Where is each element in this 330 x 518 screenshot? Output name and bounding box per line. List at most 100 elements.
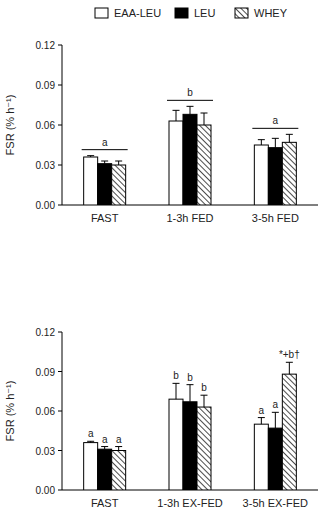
- bar: [183, 114, 197, 205]
- error-bar: [258, 418, 265, 425]
- y-tick: [58, 205, 62, 206]
- category-label: FAST: [91, 212, 119, 224]
- y-tick-label: 0.09: [36, 80, 56, 91]
- error-cap: [101, 161, 108, 162]
- error-cap: [173, 383, 180, 384]
- error-stem: [275, 412, 276, 428]
- error-cap: [286, 362, 293, 363]
- annotation: a: [259, 405, 265, 416]
- group-line: [82, 149, 128, 150]
- y-tick-label: 0.12: [36, 40, 56, 51]
- bar: [254, 145, 268, 205]
- category-label: 3-5h FED: [252, 212, 299, 224]
- y-tick-label: 0.09: [36, 367, 56, 378]
- bar: [84, 443, 98, 490]
- error-stem: [190, 385, 191, 402]
- error-cap: [87, 155, 94, 156]
- legend-label: WHEY: [254, 7, 288, 19]
- bar: [84, 157, 98, 205]
- error-cap: [286, 134, 293, 135]
- error-bar: [258, 140, 265, 145]
- error-cap: [173, 110, 180, 111]
- error-stem: [289, 362, 290, 374]
- error-stem: [275, 138, 276, 147]
- category-label: FAST: [91, 497, 119, 509]
- legend-swatch: [175, 8, 188, 18]
- error-cap: [258, 139, 265, 140]
- bar: [197, 125, 211, 205]
- error-bar: [286, 362, 293, 374]
- error-stem: [190, 106, 191, 114]
- annotation: b: [187, 87, 193, 98]
- bar: [183, 402, 197, 490]
- bar: [169, 121, 183, 205]
- error-bar: [87, 441, 94, 442]
- legend-label: LEU: [194, 7, 215, 19]
- y-tick-label: 0.06: [36, 406, 56, 417]
- annotation: a: [102, 137, 108, 148]
- annotation: *+b†: [279, 349, 300, 360]
- bar: [98, 164, 112, 205]
- y-tick-label: 0.03: [36, 160, 56, 171]
- y-tick: [58, 165, 62, 166]
- y-tick: [58, 411, 62, 412]
- bar: [169, 399, 183, 490]
- error-stem: [118, 447, 119, 451]
- y-tick-label: 0.06: [36, 120, 56, 131]
- bars: [84, 106, 297, 205]
- category-label: 1-3h FED: [166, 212, 213, 224]
- error-stem: [118, 161, 119, 165]
- legend-swatch: [235, 8, 248, 18]
- y-tick: [58, 45, 62, 46]
- y-tick: [58, 490, 62, 491]
- chart: 0.00 0.03 0.06 0.09 0.12 FSR (% h⁻¹) FAST 1-3h …: [0, 0, 330, 518]
- y-tick-label: 0.00: [36, 200, 56, 211]
- annotation: a: [273, 399, 279, 410]
- error-bar: [201, 395, 208, 407]
- error-bar: [115, 161, 122, 165]
- error-cap: [272, 138, 279, 139]
- y-tick: [58, 85, 62, 86]
- error-stem: [289, 134, 290, 142]
- category-label: 3-5h EX-FED: [243, 497, 308, 509]
- annotation: a: [102, 434, 108, 445]
- error-bar: [187, 385, 194, 402]
- error-cap: [187, 384, 194, 385]
- bar: [197, 407, 211, 490]
- y-tick: [58, 450, 62, 451]
- error-bar: [101, 161, 108, 164]
- legend-label: EAA-LEU: [114, 7, 161, 19]
- y-tick: [58, 371, 62, 372]
- y-label: FSR (% h⁻¹): [4, 95, 16, 156]
- error-cap: [115, 446, 122, 447]
- bar: [268, 148, 282, 205]
- bar: [112, 165, 126, 205]
- error-cap: [201, 395, 208, 396]
- bar: [282, 142, 296, 205]
- error-cap: [258, 417, 265, 418]
- legend-swatch: [95, 8, 108, 18]
- bars: [84, 362, 297, 490]
- annotation: b: [173, 370, 179, 381]
- y-tick-label: 0.12: [36, 327, 56, 338]
- error-cap: [187, 106, 194, 107]
- bar: [98, 449, 112, 490]
- annotation: b: [201, 382, 207, 393]
- y-tick: [58, 125, 62, 126]
- error-bar: [87, 156, 94, 157]
- error-stem: [261, 140, 262, 145]
- error-bar: [272, 412, 279, 428]
- y-tick-label: 0.00: [36, 485, 56, 496]
- error-stem: [176, 110, 177, 121]
- error-bar: [173, 110, 180, 121]
- annotation: b: [187, 372, 193, 383]
- category-label: 1-3h EX-FED: [157, 497, 222, 509]
- error-bar: [201, 113, 208, 125]
- error-cap: [87, 441, 94, 442]
- annotation: a: [88, 428, 94, 439]
- y-label: FSR (% h⁻¹): [4, 381, 16, 442]
- error-cap: [272, 412, 279, 413]
- error-stem: [204, 395, 205, 407]
- error-cap: [115, 161, 122, 162]
- y-tick: [58, 332, 62, 333]
